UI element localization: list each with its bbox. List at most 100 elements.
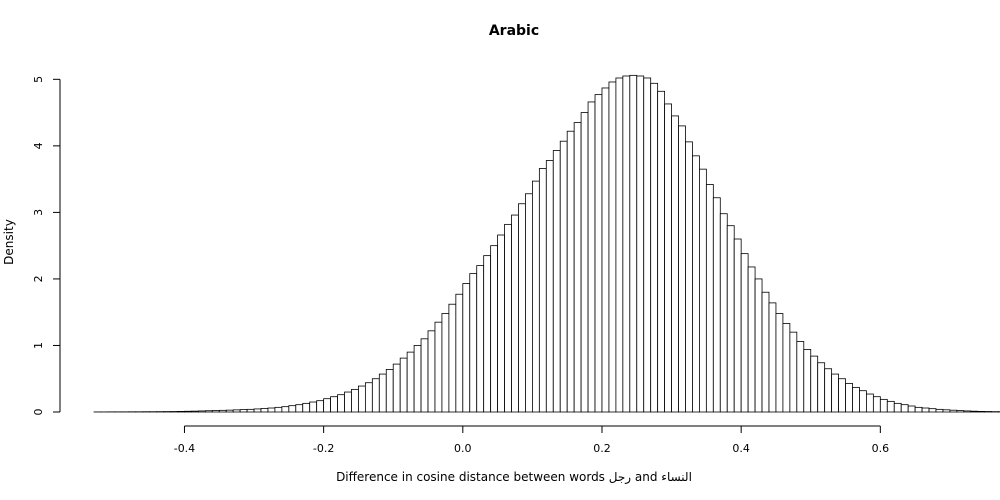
histogram-bar	[587, 101, 596, 413]
histogram-bar	[942, 409, 951, 413]
histogram-bar	[726, 225, 735, 413]
histogram-bar	[253, 408, 262, 413]
x-axis: -0.4 -0.2 0.0 0.2 0.4 0.6	[174, 425, 890, 455]
histogram-bar	[636, 75, 645, 413]
x-tick-label: 0.4	[732, 442, 750, 455]
histogram-bar	[921, 407, 930, 413]
histogram-bar	[678, 125, 686, 413]
histogram-bar	[392, 363, 401, 413]
histogram-bar	[608, 81, 617, 413]
histogram-bar	[525, 193, 533, 413]
histogram-bar	[615, 77, 624, 413]
y-tick-label: 4	[32, 142, 45, 149]
histogram-bar	[413, 345, 422, 413]
x-tick-label: 0.0	[454, 442, 472, 455]
histogram-bar	[274, 406, 283, 413]
histogram-bar	[629, 74, 638, 413]
histogram-bar	[490, 245, 499, 413]
histogram-bar	[476, 265, 485, 413]
histogram-bar	[761, 291, 770, 413]
x-tick-label: -0.2	[313, 442, 334, 455]
histogram-bar	[692, 155, 700, 413]
histogram-bar	[552, 150, 561, 413]
histogram-bar	[838, 378, 846, 413]
x-tick-label: -0.4	[174, 442, 195, 455]
histogram-bar	[810, 355, 819, 413]
histogram-bar	[330, 396, 338, 413]
histogram-bar	[866, 393, 874, 413]
histogram-bar	[657, 90, 666, 413]
histogram-bar	[469, 273, 478, 413]
histogram-bar	[782, 323, 791, 413]
histogram-bar	[441, 313, 450, 413]
histogram-bar	[337, 394, 345, 413]
histogram-bar	[246, 408, 255, 413]
histogram-bar	[699, 168, 707, 413]
histogram-bar	[204, 410, 213, 413]
histogram-bar	[420, 338, 429, 413]
histogram-bar	[573, 122, 582, 413]
x-tick-label: 0.6	[872, 442, 890, 455]
histogram-bar	[545, 160, 554, 413]
histogram-bar	[197, 410, 206, 413]
histogram-bar	[754, 278, 763, 413]
histogram-bar	[483, 255, 492, 413]
histogram-bar	[399, 357, 408, 413]
histogram-bar	[719, 213, 728, 413]
histogram-bar	[935, 408, 944, 413]
histogram-bar	[671, 115, 679, 413]
histogram-bar	[949, 409, 958, 413]
histogram-bar	[504, 223, 512, 413]
histogram-bar	[845, 382, 853, 413]
histogram-bar	[886, 400, 895, 413]
histogram-bar	[601, 87, 610, 413]
histogram-bar	[218, 409, 227, 413]
histogram-bar	[455, 293, 464, 413]
histogram-bar	[900, 404, 909, 413]
histogram-bar	[893, 402, 902, 413]
histogram-bar	[191, 410, 199, 413]
x-axis-label: Difference in cosine distance between wo…	[336, 470, 692, 485]
y-tick-label: 3	[32, 209, 45, 216]
histogram-bar	[344, 391, 352, 413]
histogram-bar	[768, 302, 777, 413]
histogram-bar	[434, 321, 443, 413]
y-tick-label: 2	[32, 275, 45, 282]
histogram-bar	[879, 398, 888, 413]
histogram-bar	[831, 373, 839, 413]
histogram-bar	[650, 82, 659, 413]
histogram-bar	[371, 378, 380, 413]
histogram-bar	[928, 408, 937, 413]
histogram-bar	[622, 75, 631, 413]
histogram-bar	[594, 94, 603, 413]
histogram-bar	[970, 410, 979, 413]
histogram-bar	[260, 408, 269, 413]
histogram-bar	[956, 410, 965, 413]
histogram-bar	[323, 398, 331, 413]
histogram-bar	[907, 405, 916, 413]
histogram-bar	[351, 388, 359, 413]
histogram-bar	[859, 390, 867, 413]
y-tick-label: 1	[32, 342, 45, 349]
histogram-bar	[295, 404, 304, 413]
x-tick-label: 0.2	[593, 442, 611, 455]
histogram-bar	[775, 313, 784, 413]
histogram-bars	[93, 74, 1000, 413]
histogram-bar	[302, 402, 311, 413]
y-axis-label: Density	[2, 219, 16, 265]
histogram-bar	[740, 253, 749, 413]
histogram-bar	[712, 197, 721, 413]
histogram-bar	[309, 401, 318, 413]
histogram-bar	[184, 410, 192, 413]
histogram-bar	[406, 351, 415, 413]
histogram-bar	[288, 405, 297, 413]
histogram-bar	[358, 385, 366, 413]
histogram-bar	[566, 130, 575, 413]
y-tick-label: 0	[32, 409, 45, 416]
histogram-bar	[963, 410, 972, 413]
histogram-bar	[643, 77, 652, 413]
histogram-bar	[538, 168, 547, 413]
histogram-bar	[733, 238, 742, 413]
histogram-bar	[239, 409, 248, 413]
